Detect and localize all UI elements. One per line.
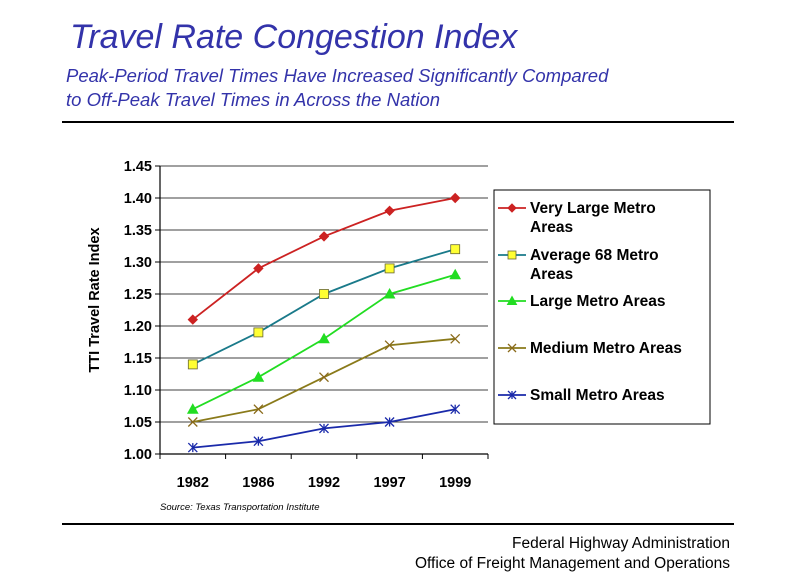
data-point <box>187 314 199 325</box>
data-point <box>449 192 461 204</box>
series-line <box>192 337 456 423</box>
subtitle-line-1: Peak-Period Travel Times Have Increased … <box>66 65 609 86</box>
data-point <box>253 436 264 447</box>
legend-item: Average 68 Metro Areas <box>498 247 659 283</box>
data-point <box>319 289 329 299</box>
data-point <box>383 287 396 299</box>
data-point <box>507 343 517 353</box>
legend-label: Areas <box>530 219 573 236</box>
footer-credit: Federal Highway Administration Office of… <box>415 534 730 574</box>
y-tick-label: 1.25 <box>124 287 152 303</box>
legend-label: Large Metro Areas <box>530 293 666 310</box>
legend: Very Large Metro Areas Average 68 Metro Are… <box>493 189 711 425</box>
data-point <box>450 244 461 255</box>
data-point <box>450 333 461 344</box>
series-line <box>192 248 456 366</box>
top-divider <box>62 121 734 123</box>
page-title: Travel Rate Congestion Index <box>70 18 518 56</box>
data-point <box>253 327 264 338</box>
series <box>186 268 462 414</box>
legend-item: Very Large Metro Areas <box>498 200 656 236</box>
page-subtitle: Peak-Period Travel Times Have Increased … <box>66 64 608 112</box>
series <box>187 333 461 427</box>
data-point <box>384 263 395 274</box>
legend-label: Small Metro Areas <box>530 387 665 404</box>
y-tick-label: 1.10 <box>124 383 152 399</box>
data-point <box>253 263 264 274</box>
data-point <box>318 332 330 344</box>
data-point <box>187 442 198 453</box>
footer-line-2: Office of Freight Management and Operati… <box>414 555 730 572</box>
subtitle-line-2: to Off-Peak Travel Times in Across the N… <box>66 89 441 110</box>
series-lines <box>186 192 462 453</box>
data-point <box>186 403 199 414</box>
legend-label: Medium Metro Areas <box>530 340 682 357</box>
x-tick-label: 1999 <box>439 475 471 491</box>
data-point <box>449 268 462 280</box>
series <box>187 192 461 325</box>
y-tick-label: 1.35 <box>124 223 152 239</box>
x-tick-label: 1997 <box>373 475 405 491</box>
axes: 1.00 1.05 1.10 1.15 1.20 1.25 1.30 1.35 1.40 1.45… <box>124 159 489 491</box>
data-point <box>319 423 329 434</box>
y-axis-label: TTI Travel Rate Index <box>87 227 103 372</box>
data-point <box>506 295 518 305</box>
data-point <box>187 359 198 370</box>
y-tick-label: 1.40 <box>124 191 152 207</box>
legend-label: Average 68 Metro <box>530 247 659 264</box>
x-tick-label: 1982 <box>177 475 209 491</box>
y-tick-label: 1.30 <box>124 255 152 271</box>
data-point <box>187 417 198 427</box>
legend-item: Medium Metro Areas <box>498 340 682 357</box>
series <box>187 244 461 370</box>
x-tick-label: 1992 <box>308 475 340 491</box>
legend-label: Very Large Metro <box>530 200 656 217</box>
y-tick-label: 1.05 <box>124 415 152 431</box>
data-point <box>384 340 395 351</box>
y-tick-label: 1.45 <box>124 159 152 175</box>
legend-label: Areas <box>530 266 573 283</box>
legend-item: Small Metro Areas <box>498 387 665 404</box>
y-tick-label: 1.00 <box>124 447 152 463</box>
x-tick-label: 1986 <box>242 475 274 491</box>
y-tick-label: 1.20 <box>124 319 152 335</box>
series <box>187 404 461 453</box>
bottom-divider <box>62 523 734 525</box>
data-point <box>319 372 329 383</box>
series-line <box>192 197 456 321</box>
footer-line-1: Federal Highway Administration <box>512 535 730 552</box>
legend-box <box>493 189 711 425</box>
data-point <box>253 404 264 415</box>
data-point <box>507 203 517 213</box>
data-point <box>318 231 330 242</box>
data-point <box>252 371 265 382</box>
data-point <box>507 390 517 400</box>
data-point <box>384 205 395 217</box>
data-point <box>507 250 517 260</box>
y-tick-label: 1.15 <box>124 351 152 367</box>
data-point <box>384 417 395 427</box>
data-point <box>450 404 461 415</box>
legend-item: Large Metro Areas <box>498 293 666 310</box>
source-note: Source: Texas Transportation Institute <box>160 502 319 513</box>
